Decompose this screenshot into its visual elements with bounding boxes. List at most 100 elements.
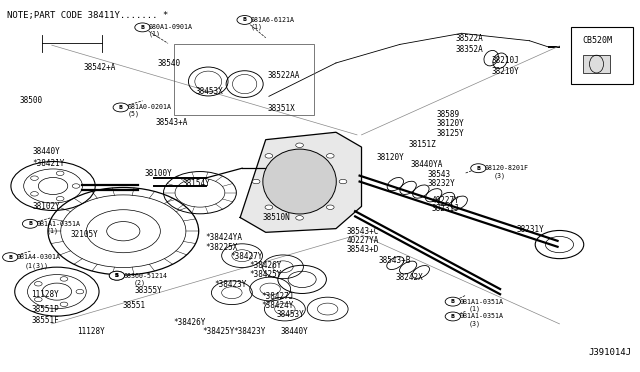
Text: 40227Y: 40227Y <box>431 196 460 205</box>
Circle shape <box>109 271 125 280</box>
Circle shape <box>22 219 38 228</box>
Text: 38154Y: 38154Y <box>182 179 211 187</box>
Circle shape <box>265 154 273 158</box>
Text: 38231J: 38231J <box>431 205 460 214</box>
Text: 081A0-0201A: 081A0-0201A <box>127 105 171 110</box>
Text: 081A6-6121A: 081A6-6121A <box>251 17 295 23</box>
Text: 38231Y: 38231Y <box>516 225 545 234</box>
Circle shape <box>265 205 273 209</box>
Text: 38453Y: 38453Y <box>276 311 305 320</box>
Text: 0B1A1-0351A: 0B1A1-0351A <box>460 299 503 305</box>
Text: 32105Y: 32105Y <box>71 230 99 239</box>
Text: B: B <box>28 221 32 226</box>
Bar <box>174 44 314 115</box>
Circle shape <box>113 103 129 112</box>
Text: 38100Y: 38100Y <box>145 169 172 177</box>
Text: J391014J: J391014J <box>589 348 632 357</box>
Circle shape <box>3 253 18 262</box>
Text: 38551F: 38551F <box>31 316 59 325</box>
Text: (1): (1) <box>149 31 161 37</box>
Text: 0B1A4-0301A: 0B1A4-0301A <box>17 254 61 260</box>
Text: *38424YA: *38424YA <box>205 233 242 243</box>
Text: 38242X: 38242X <box>396 273 423 282</box>
Text: (1(3)): (1(3)) <box>25 262 49 269</box>
Text: (3): (3) <box>468 321 480 327</box>
Text: *38425Y: *38425Y <box>202 327 234 336</box>
Text: *38427Y: *38427Y <box>230 252 263 261</box>
Bar <box>583 55 610 73</box>
Text: B: B <box>115 273 119 278</box>
Text: 38540: 38540 <box>157 59 180 68</box>
Text: 38522A: 38522A <box>456 34 483 43</box>
Text: (1): (1) <box>468 306 480 312</box>
Text: 08360-51214: 08360-51214 <box>124 273 167 279</box>
Circle shape <box>135 23 150 32</box>
Text: 38500: 38500 <box>20 96 43 105</box>
Text: 38125Y: 38125Y <box>436 129 464 138</box>
Text: 08120-8201F: 08120-8201F <box>484 165 529 171</box>
Text: 38551P: 38551P <box>31 305 59 314</box>
Text: B: B <box>8 255 12 260</box>
Text: 38543: 38543 <box>428 170 451 179</box>
Text: (3): (3) <box>493 172 506 179</box>
Text: 38440Y: 38440Y <box>280 327 308 336</box>
Text: B: B <box>451 314 455 319</box>
Text: S: S <box>115 273 119 278</box>
Text: 38102Y: 38102Y <box>33 202 60 211</box>
Text: B: B <box>243 17 246 22</box>
Text: 38351X: 38351X <box>268 105 296 113</box>
Text: 38453X: 38453X <box>195 87 223 96</box>
Text: (1): (1) <box>251 23 263 30</box>
Text: (2): (2) <box>134 280 145 286</box>
Text: 0B1A1-0351A: 0B1A1-0351A <box>36 221 81 227</box>
Text: B: B <box>476 166 481 171</box>
Text: 080A1-0901A: 080A1-0901A <box>149 25 193 31</box>
Text: 38589: 38589 <box>436 110 460 119</box>
Text: *38225X: *38225X <box>205 243 237 251</box>
Text: NOTE;PART CODE 38411Y....... *: NOTE;PART CODE 38411Y....... * <box>7 11 168 20</box>
Text: 38232Y: 38232Y <box>428 179 455 187</box>
Text: 11128Y: 11128Y <box>77 327 105 336</box>
Text: *38421Y: *38421Y <box>33 158 65 167</box>
Text: *38423Y: *38423Y <box>234 327 266 336</box>
Text: *38426Y: *38426Y <box>173 318 205 327</box>
Circle shape <box>252 179 260 184</box>
Ellipse shape <box>263 149 336 214</box>
Text: (5): (5) <box>127 111 139 117</box>
Circle shape <box>109 271 125 280</box>
Text: *38427J: *38427J <box>261 292 294 301</box>
Circle shape <box>237 16 252 25</box>
Text: 38210J: 38210J <box>491 56 519 65</box>
Circle shape <box>470 164 486 173</box>
Text: 0B1A1-0351A: 0B1A1-0351A <box>460 314 503 320</box>
Text: 38151Z: 38151Z <box>408 140 436 149</box>
Text: 38543+C: 38543+C <box>347 227 379 236</box>
Circle shape <box>445 297 461 306</box>
Text: B: B <box>451 299 455 304</box>
Bar <box>571 27 633 84</box>
Circle shape <box>339 179 347 184</box>
Circle shape <box>326 154 334 158</box>
Text: (1): (1) <box>47 228 59 234</box>
Text: 38440Y: 38440Y <box>33 147 60 156</box>
Circle shape <box>296 216 303 220</box>
Text: 38120Y: 38120Y <box>376 153 404 161</box>
Text: 38522AA: 38522AA <box>268 71 300 80</box>
Text: B: B <box>119 105 123 110</box>
Text: 11128Y: 11128Y <box>31 290 59 299</box>
Text: *38423Y: *38423Y <box>214 280 247 289</box>
Text: B: B <box>140 25 145 30</box>
Text: *38426Y: *38426Y <box>250 261 282 270</box>
Circle shape <box>296 143 303 147</box>
Text: 38543+B: 38543+B <box>379 256 411 265</box>
Polygon shape <box>240 132 362 232</box>
Text: 38542+A: 38542+A <box>84 63 116 72</box>
Text: 38551: 38551 <box>122 301 145 310</box>
Circle shape <box>445 312 461 321</box>
Text: 38440YA: 38440YA <box>411 160 443 169</box>
Text: 38352A: 38352A <box>456 45 483 54</box>
Text: 38210Y: 38210Y <box>491 67 519 76</box>
Text: 38355Y: 38355Y <box>135 286 163 295</box>
Text: 40227YA: 40227YA <box>347 236 379 245</box>
Text: CB520M: CB520M <box>583 36 612 45</box>
